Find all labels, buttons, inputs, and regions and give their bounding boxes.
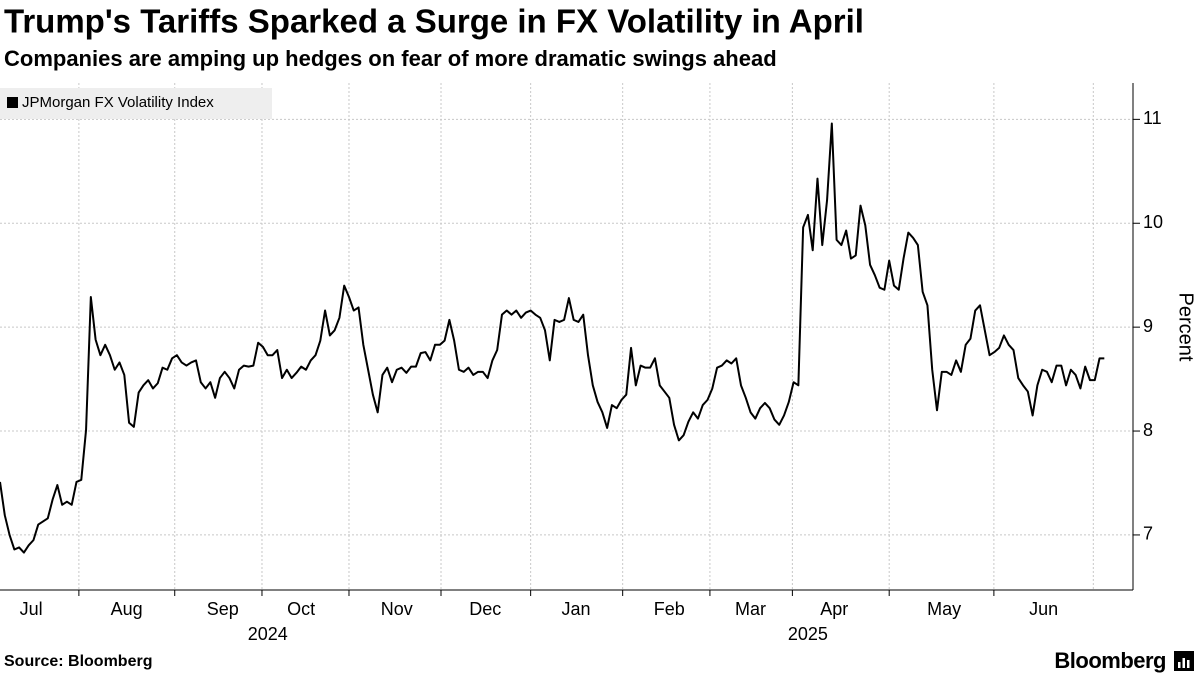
source: Source: Bloomberg (4, 653, 152, 670)
brand-icon-bar (1187, 660, 1190, 668)
chart-subtitle: Companies are amping up hedges on fear o… (4, 46, 777, 71)
brand: Bloomberg (1054, 648, 1166, 673)
x-tick-label: Jan (562, 599, 591, 619)
x-year-label: 2025 (788, 624, 828, 644)
legend-box (0, 88, 272, 119)
x-tick-label: Oct (287, 599, 315, 619)
x-tick-label: Apr (820, 599, 848, 619)
x-tick-label: Jun (1029, 599, 1058, 619)
brand-icon-bar (1182, 658, 1185, 668)
y-tick-label: 9 (1143, 316, 1153, 336)
x-tick-label: Nov (381, 599, 413, 619)
y-tick-label: 10 (1143, 212, 1163, 232)
series-line (0, 122, 1105, 554)
x-tick-label: Jul (20, 599, 43, 619)
chart-title: Trump's Tariffs Sparked a Surge in FX Vo… (4, 3, 864, 40)
x-tick-label: May (927, 599, 961, 619)
x-year-label: 2024 (248, 624, 288, 644)
x-tick-label: Sep (207, 599, 239, 619)
y-tick-label: 7 (1143, 524, 1153, 544)
brand-icon-bar (1178, 662, 1181, 668)
legend-swatch (7, 97, 18, 108)
y-tick-label: 8 (1143, 420, 1153, 440)
y-tick-label: 11 (1143, 108, 1162, 128)
legend-label: JPMorgan FX Volatility Index (22, 94, 214, 111)
x-tick-label: Feb (654, 599, 685, 619)
x-tick-label: Aug (111, 599, 143, 619)
y-axis-label: Percent (1175, 293, 1197, 362)
x-tick-label: Mar (735, 599, 766, 619)
x-tick-label: Dec (469, 599, 501, 619)
